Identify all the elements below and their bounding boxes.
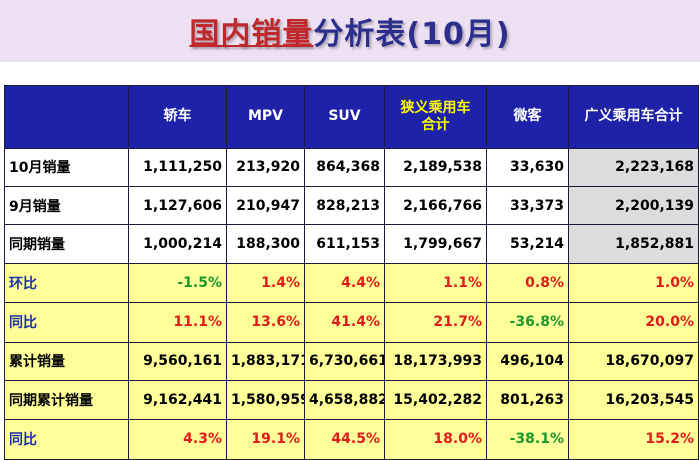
table-cell: 18.0% [384,418,487,460]
table-cell: 1,127,606 [128,186,227,226]
header-corner [4,85,129,149]
table-cell: 15.2% [568,418,699,460]
table-cell: 2,189,538 [384,147,487,188]
table-cell: 496,104 [486,341,569,382]
table-cell: 2,166,766 [384,186,487,226]
sales-table: 轿车 MPV SUV 狭义乘用车 合计 微客 广义乘用车合计 10月销量 1,11… [4,85,699,460]
row-label: 9月销量 [4,186,129,226]
table-cell: 611,153 [304,224,385,264]
row-label: 10月销量 [4,147,129,188]
table-row: 10月销量 1,111,250 213,920 864,368 2,189,53… [4,147,699,188]
table-cell: 1,000,214 [128,224,227,264]
page-title: 国内销量分析表(10月) [189,9,510,53]
table-cell: 11.1% [128,302,227,343]
title-part-domestic-sales: 国内销量 [189,17,314,52]
table-cell: 801,263 [486,380,569,420]
table-cell: 6,730,661 [304,341,385,382]
table-cell: 210,947 [226,186,305,226]
table-cell: -1.5% [128,262,227,304]
table-cell: 18,670,097 [568,341,699,382]
table-cell: -36.8% [486,302,569,343]
table-row: 同比 11.1% 13.6% 41.4% 21.7% -36.8% 20.0% [4,302,699,343]
table-row: 9月销量 1,127,606 210,947 828,213 2,166,766… [4,186,699,226]
table-row: 累计销量 9,560,161 1,883,171 6,730,661 18,17… [4,341,699,382]
table-cell: 1,799,667 [384,224,487,264]
title-part-analysis: 分析表(10月) [313,17,511,52]
header-narrow-total-line: 合计 [421,116,450,133]
table-cell: 16,203,545 [568,380,699,420]
table-row: 同比 4.3% 19.1% 44.5% 18.0% -38.1% 15.2% [4,418,699,460]
table-cell: 18,173,993 [384,341,487,382]
table-cell: 20.0% [568,302,699,343]
table-cell: 9,560,161 [128,341,227,382]
table-cell: 41.4% [304,302,385,343]
table-row: 环比 -1.5% 1.4% 4.4% 1.1% 0.8% 1.0% [4,262,699,304]
header-minivan: 微客 [486,85,569,149]
header-suv: SUV [304,85,385,149]
table-cell: 213,920 [226,147,305,188]
table-cell: 1,580,959 [226,380,305,420]
table-cell: -38.1% [486,418,569,460]
header-row: 轿车 MPV SUV 狭义乘用车 合计 微客 广义乘用车合计 [4,85,699,149]
table-cell: 15,402,282 [384,380,487,420]
row-label: 同期销量 [4,224,129,264]
table-cell: 2,200,139 [568,186,699,226]
table-cell: 19.1% [226,418,305,460]
table-cell: 1.0% [568,262,699,304]
table-cell: 33,373 [486,186,569,226]
table-cell: 44.5% [304,418,385,460]
table-cell: 864,368 [304,147,385,188]
table-cell: 4,658,882 [304,380,385,420]
table-cell: 188,300 [226,224,305,264]
table-cell: 33,630 [486,147,569,188]
table-cell: 1.4% [226,262,305,304]
row-label: 同比 [4,302,129,343]
table-cell: 1,852,881 [568,224,699,264]
table-row: 同期销量 1,000,214 188,300 611,153 1,799,667… [4,224,699,264]
header-narrow-total: 狭义乘用车 合计 [384,85,487,149]
row-label: 环比 [4,262,129,304]
header-narrow-total-line: 狭义乘用车 [400,99,471,116]
table-cell: 9,162,441 [128,380,227,420]
table-cell: 21.7% [384,302,487,343]
table-cell: 4.3% [128,418,227,460]
table-cell: 4.4% [304,262,385,304]
table-cell: 2,223,168 [568,147,699,188]
table-cell: 13.6% [226,302,305,343]
row-label: 累计销量 [4,341,129,382]
table-cell: 1,111,250 [128,147,227,188]
table-cell: 1,883,171 [226,341,305,382]
header-mpv: MPV [226,85,305,149]
table-cell: 0.8% [486,262,569,304]
table-cell: 828,213 [304,186,385,226]
title-bar: 国内销量分析表(10月) [0,0,700,62]
table-cell: 53,214 [486,224,569,264]
header-narrow-total-label: 狭义乘用车 合计 [389,100,482,134]
table-cell: 1.1% [384,262,487,304]
row-label: 同比 [4,418,129,460]
header-sedan: 轿车 [128,85,227,149]
table-row: 同期累计销量 9,162,441 1,580,959 4,658,882 15,… [4,380,699,420]
row-label: 同期累计销量 [4,380,129,420]
header-broad-total: 广义乘用车合计 [568,85,699,149]
